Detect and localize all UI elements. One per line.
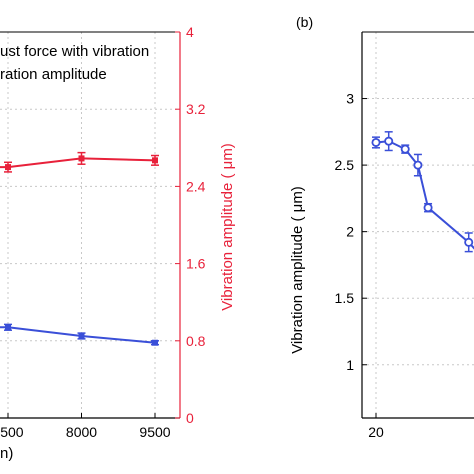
legend-entry-2: ration amplitude bbox=[0, 66, 107, 83]
panel-a-grid bbox=[0, 32, 180, 418]
data-point bbox=[413, 160, 423, 170]
legend-entry-1: ust force with vibration bbox=[0, 43, 149, 60]
right-axis-tick-label: 0 bbox=[186, 410, 194, 426]
y-axis-tick-label: 1.5 bbox=[335, 290, 355, 306]
data-point bbox=[78, 155, 85, 162]
data-point bbox=[400, 144, 410, 154]
panel-a-marks bbox=[0, 151, 159, 346]
x-axis-tick-label: 8000 bbox=[66, 424, 97, 440]
panel-b-ticks: 1 1.5 2 2.5 3 20 bbox=[335, 91, 384, 440]
x-axis-tick-label: 20 bbox=[368, 424, 384, 440]
series-2-line bbox=[0, 326, 156, 344]
data-point bbox=[423, 203, 433, 213]
x-axis-tick-label: 6500 bbox=[0, 424, 24, 440]
data-point bbox=[152, 339, 158, 346]
right-axis-tick-label: 1.6 bbox=[186, 256, 206, 272]
data-point bbox=[152, 157, 158, 164]
right-axis-tick-label: 3.2 bbox=[186, 101, 206, 117]
right-axis-tick-label: 4 bbox=[186, 24, 194, 40]
data-point bbox=[384, 136, 394, 146]
panel-b-label: (b) bbox=[296, 14, 313, 30]
x-axis-tick-label: 9500 bbox=[139, 424, 170, 440]
series-1-line bbox=[0, 157, 156, 169]
data-point bbox=[78, 332, 85, 339]
panel-b-ylabel: Vibration amplitude ( μm) bbox=[289, 186, 306, 354]
data-point bbox=[464, 237, 474, 247]
panel-a: 0 0.8 1.6 2.4 3.2 4 6500 8000 9500 ust force wit… bbox=[0, 24, 236, 462]
y-axis-tick-label: 2 bbox=[346, 224, 354, 240]
data-point bbox=[371, 137, 381, 147]
panel-b-grid bbox=[362, 32, 474, 418]
panel-b-marks bbox=[371, 131, 474, 253]
panel-a-right-ylabel: Vibration amplitude ( μm) bbox=[219, 143, 236, 311]
data-point bbox=[5, 164, 11, 171]
panel-b: (b) 1 1.5 2 2.5 3 20 Vibration amplitude ( μm… bbox=[289, 14, 474, 440]
data-point bbox=[5, 324, 11, 331]
right-axis-tick-label: 0.8 bbox=[186, 333, 206, 349]
panel-a-xlabel: n) bbox=[0, 445, 13, 462]
right-axis-tick-label: 2.4 bbox=[186, 178, 206, 194]
y-axis-tick-label: 1 bbox=[346, 357, 354, 373]
panel-a-ticks: 0 0.8 1.6 2.4 3.2 4 6500 8000 9500 bbox=[0, 24, 206, 440]
y-axis-tick-label: 3 bbox=[346, 91, 354, 107]
y-axis-tick-label: 2.5 bbox=[335, 157, 355, 173]
series-line bbox=[375, 140, 474, 250]
